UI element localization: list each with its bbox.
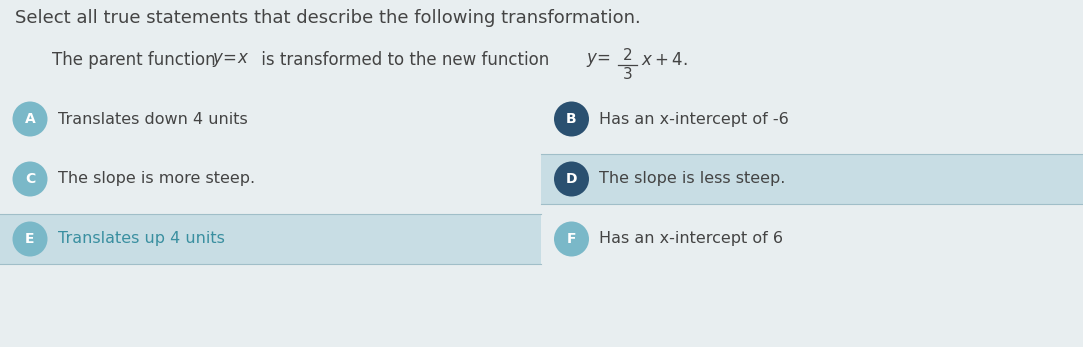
FancyBboxPatch shape [542,154,1083,204]
Text: B: B [566,112,577,126]
Text: The slope is less steep.: The slope is less steep. [600,171,786,186]
Text: Has an x-intercept of -6: Has an x-intercept of -6 [600,111,790,127]
Text: A: A [25,112,36,126]
Circle shape [13,221,48,256]
Text: Select all true statements that describe the following transformation.: Select all true statements that describe… [15,9,641,27]
FancyBboxPatch shape [0,94,542,144]
FancyBboxPatch shape [0,214,542,264]
FancyBboxPatch shape [0,154,542,204]
Text: D: D [565,172,577,186]
Text: $y\!=\!x$: $y\!=\!x$ [212,51,249,69]
Circle shape [554,221,589,256]
Text: The slope is more steep.: The slope is more steep. [58,171,256,186]
Text: The parent function: The parent function [52,51,221,69]
Circle shape [13,161,48,196]
Text: C: C [25,172,35,186]
Text: Translates down 4 units: Translates down 4 units [58,111,248,127]
Circle shape [554,102,589,136]
Text: 2: 2 [623,48,632,62]
Text: F: F [566,232,576,246]
Circle shape [13,102,48,136]
Text: is transformed to the new function: is transformed to the new function [256,51,554,69]
Text: $y\!=\!$: $y\!=\!$ [586,51,611,69]
FancyBboxPatch shape [542,214,1083,264]
Text: $x+4.$: $x+4.$ [641,51,689,69]
Text: 3: 3 [623,67,632,82]
FancyBboxPatch shape [542,94,1083,144]
Circle shape [554,161,589,196]
Text: E: E [25,232,35,246]
Text: Has an x-intercept of 6: Has an x-intercept of 6 [600,231,783,246]
Text: Translates up 4 units: Translates up 4 units [58,231,225,246]
